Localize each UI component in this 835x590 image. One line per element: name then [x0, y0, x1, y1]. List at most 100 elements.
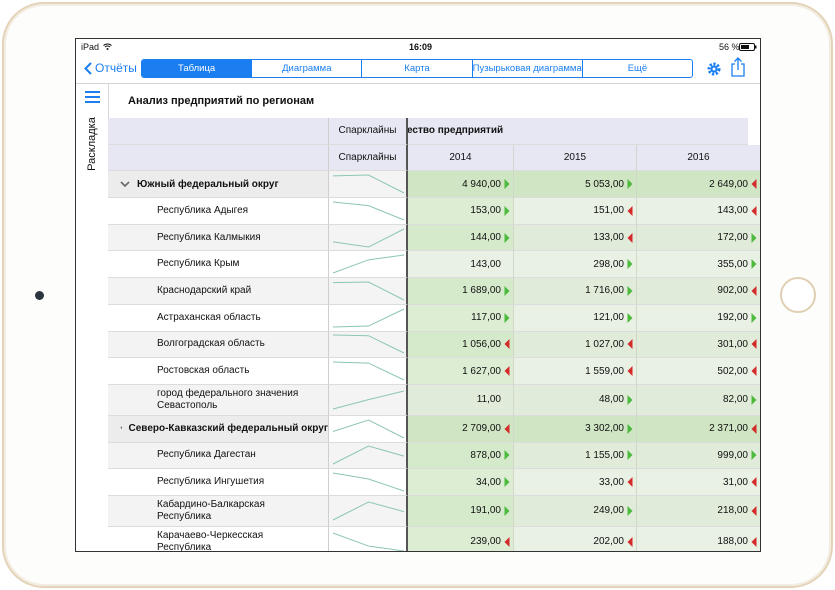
chevron-path — [120, 426, 122, 429]
trend-arrow — [627, 423, 633, 434]
value-cell: 1 056,00 — [408, 331, 514, 359]
trend-arrow — [751, 179, 757, 190]
sparkline-path — [332, 174, 405, 194]
trend-arrow — [504, 205, 510, 216]
row-label: город федерального значения Севастополь — [157, 387, 299, 411]
header-measure: ичество предприятий — [395, 118, 748, 145]
value-cell: 249,00 — [514, 495, 637, 527]
row-label: Республика Адыгея — [157, 204, 249, 216]
trend-up — [504, 477, 510, 488]
trend-up — [751, 312, 757, 323]
trend-down — [751, 423, 757, 434]
name-cell: Волгоградская область — [108, 331, 329, 359]
wifi-icon — [103, 43, 112, 50]
value: 1 056,00 — [462, 338, 501, 350]
back-button[interactable]: Отчёты — [84, 61, 137, 75]
trend-arrow — [504, 339, 510, 350]
sparkline-cell — [329, 442, 408, 470]
trend-arrow — [751, 366, 757, 377]
menu-button[interactable] — [85, 91, 100, 103]
name-cell: город федерального значения Севастополь — [108, 384, 329, 416]
data-row: Республика Крым 143,00 298,00 355,00 — [108, 251, 760, 279]
battery-icon — [739, 43, 757, 51]
value: 355,00 — [717, 258, 748, 270]
sparkline — [332, 445, 405, 465]
value: 3 302,00 — [585, 423, 624, 435]
trend-arrow — [627, 505, 633, 516]
data-row: Ростовская область 1 627,00 1 559,00 502,00 — [108, 358, 760, 385]
group-row: Южный федеральный округ 4 940,00 5 053,00 2… — [108, 171, 760, 199]
header-cell: Спарклайны — [329, 144, 408, 172]
value: 1 155,00 — [585, 449, 624, 461]
settings-button[interactable] — [706, 61, 722, 77]
tab[interactable]: Ещё — [581, 60, 692, 77]
trend-up — [627, 179, 633, 190]
value: 153,00 — [470, 205, 501, 217]
value-cell: 82,00 — [637, 384, 760, 416]
sparkline-cell — [329, 495, 408, 527]
header-cell: Спарклайны — [329, 118, 408, 145]
value-cell: 117,00 — [408, 304, 514, 332]
value: 239,00 — [470, 536, 501, 548]
sparkline — [332, 472, 405, 492]
sparkline-path — [332, 308, 405, 328]
sparkline-path — [332, 445, 405, 465]
sparkline-path — [332, 228, 405, 248]
trend-down — [627, 232, 633, 243]
name-cell: Карачаево-Черкесская Республика — [108, 526, 329, 551]
trend-arrow — [751, 477, 757, 488]
header-row: Спарклайны ичество предприятий — [108, 118, 760, 145]
group-row: Северо-Кавказский федеральный округ 2 709… — [108, 415, 760, 443]
data-row: Карачаево-Черкесская Республика 239,00 202… — [108, 526, 760, 551]
name-cell: Краснодарский край — [108, 278, 329, 305]
sparkline-cell — [329, 304, 408, 332]
camera — [35, 291, 44, 300]
home-button[interactable] — [780, 277, 816, 313]
trend-down — [751, 339, 757, 350]
trend-arrow — [627, 366, 633, 377]
tab[interactable]: Таблица — [142, 60, 252, 77]
value-cell: 2 709,00 — [408, 415, 514, 443]
row-label: Республика Ингушетия — [157, 476, 265, 488]
value-cell: 1 155,00 — [514, 442, 637, 470]
row-label: Краснодарский край — [157, 284, 252, 296]
tab[interactable]: Пузырьковая диаграмма — [471, 60, 582, 77]
trend-arrow — [627, 450, 633, 461]
value: 999,00 — [717, 449, 748, 461]
trend-up — [627, 259, 633, 270]
sparkline-cell — [329, 415, 408, 443]
share-button[interactable] — [730, 57, 746, 77]
header-cell — [108, 144, 329, 172]
value: 1 027,00 — [585, 338, 624, 350]
sparkline-path — [332, 390, 405, 410]
trend-up — [504, 285, 510, 296]
value: 2 649,00 — [709, 178, 748, 190]
tab[interactable]: Карта — [361, 60, 471, 77]
layout-label[interactable]: Раскладка — [86, 117, 98, 171]
value-cell: 902,00 — [637, 278, 760, 305]
value-cell: 31,00 — [637, 469, 760, 496]
value: 1 716,00 — [585, 285, 624, 297]
trend-arrow — [627, 285, 633, 296]
data-row: Республика Калмыкия 144,00 133,00 172,00 — [108, 224, 760, 252]
value: 31,00 — [722, 476, 748, 488]
value: 878,00 — [470, 449, 501, 461]
expand-chevron[interactable] — [120, 425, 122, 433]
back-label: Отчёты — [95, 61, 137, 75]
value: 48,00 — [598, 394, 624, 406]
value: 502,00 — [717, 365, 748, 377]
trend-down — [627, 477, 633, 488]
expand-chevron[interactable] — [120, 180, 130, 188]
tab[interactable]: Диаграмма — [251, 60, 361, 77]
row-label: Ростовская область — [157, 365, 250, 377]
trend-arrow — [751, 259, 757, 270]
trend-arrow — [504, 285, 510, 296]
value: 5 053,00 — [585, 178, 624, 190]
trend-arrow — [627, 232, 633, 243]
sparkline — [332, 361, 405, 381]
name-cell: Республика Калмыкия — [108, 224, 329, 252]
trend-arrow — [751, 536, 757, 547]
value-cell: 34,00 — [408, 469, 514, 496]
sparkline — [332, 308, 405, 328]
trend-arrow — [504, 232, 510, 243]
